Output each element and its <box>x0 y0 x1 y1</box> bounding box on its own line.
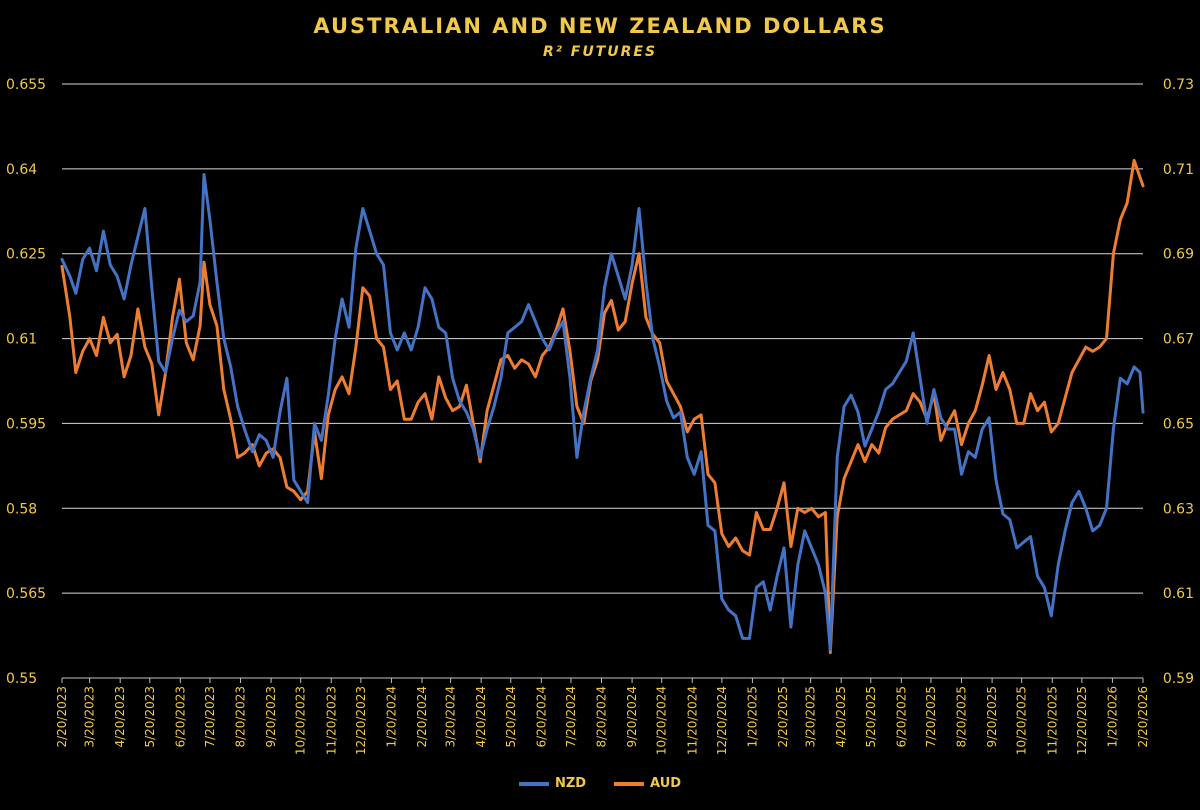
x-tick-label: 1/20/2026 <box>1105 686 1119 748</box>
series-lines <box>60 158 1145 654</box>
x-tick-label: 9/20/2025 <box>985 686 999 748</box>
x-tick-label: 4/20/2025 <box>834 686 848 748</box>
x-tick-label: 7/20/2023 <box>203 686 217 748</box>
legend-label-nzd: NZD <box>554 776 587 791</box>
left-y-tick-label: 0.565 <box>6 586 46 602</box>
right-y-tick-label: 0.61 <box>1163 586 1194 602</box>
x-tick-label: 11/20/2025 <box>1045 686 1059 755</box>
x-tick-label: 11/20/2023 <box>324 686 338 755</box>
x-tick-label: 7/20/2025 <box>924 686 938 748</box>
x-tick-label: 8/20/2025 <box>955 686 969 748</box>
x-tick-label: 1/20/2025 <box>745 686 759 748</box>
right-y-tick-label: 0.65 <box>1163 416 1194 432</box>
legend-item-nzd: NZD <box>518 776 587 791</box>
x-tick-label: 4/20/2023 <box>113 686 127 748</box>
x-tick-label: 6/20/2025 <box>894 686 908 748</box>
right-y-tick-label: 0.63 <box>1163 501 1194 517</box>
x-tick-label: 6/20/2024 <box>534 686 548 748</box>
x-tick-label: 10/20/2024 <box>655 686 669 755</box>
x-tick-label: 2/20/2025 <box>776 686 790 748</box>
series-line-aud <box>60 158 1145 654</box>
x-tick-label: 12/20/2024 <box>715 686 729 755</box>
x-tick-label: 10/20/2025 <box>1015 686 1029 755</box>
left-y-tick-label: 0.625 <box>6 247 46 263</box>
x-tick-label: 5/20/2024 <box>504 686 518 748</box>
right-y-tick-label: 0.67 <box>1163 332 1194 348</box>
x-tick-label: 9/20/2023 <box>264 686 278 748</box>
chart-title: AUSTRALIAN AND NEW ZEALAND DOLLARS <box>313 14 887 38</box>
left-y-tick-label: 0.61 <box>6 332 37 348</box>
x-tick-label: 5/20/2025 <box>864 686 878 748</box>
left-y-axis-ticks: 0.55 0.565 0.58 0.595 0.61 0.625 0.64 0.655 <box>6 77 46 687</box>
x-tick-label: 8/20/2023 <box>234 686 248 748</box>
x-tick-label: 12/20/2025 <box>1075 686 1089 755</box>
legend: NZD AUD <box>0 776 1200 791</box>
x-tick-label: 3/20/2023 <box>83 686 97 748</box>
x-tick-label: 2/20/2023 <box>55 686 69 748</box>
series-line-nzd <box>60 173 1145 652</box>
x-tick-label: 2/20/2026 <box>1136 686 1150 748</box>
left-y-tick-label: 0.64 <box>6 162 37 178</box>
legend-swatch-nzd <box>518 781 549 786</box>
left-y-tick-label: 0.55 <box>6 671 37 687</box>
x-tick-label: 12/20/2023 <box>354 686 368 755</box>
x-tick-label: 6/20/2023 <box>173 686 187 748</box>
left-y-tick-label: 0.58 <box>6 501 37 517</box>
left-y-tick-label: 0.595 <box>6 416 46 432</box>
x-tick-label: 9/20/2024 <box>625 686 639 748</box>
x-tick-label: 3/20/2025 <box>804 686 818 748</box>
right-y-tick-label: 0.71 <box>1163 162 1194 178</box>
x-tick-label: 2/20/2024 <box>415 686 429 748</box>
chart-subtitle: R² FUTURES <box>542 44 658 60</box>
x-tick-label: 11/20/2024 <box>685 686 699 755</box>
x-tick-label: 1/20/2024 <box>384 686 398 748</box>
x-tick-label: 5/20/2023 <box>143 686 157 748</box>
x-axis-ticks: 2/20/2023 3/20/2023 4/20/2023 5/20/2023 6/20… <box>55 678 1150 755</box>
legend-swatch-aud <box>614 781 645 786</box>
right-y-tick-label: 0.73 <box>1163 77 1194 93</box>
x-tick-label: 10/20/2023 <box>294 686 308 755</box>
x-tick-label: 8/20/2024 <box>595 686 609 748</box>
right-y-axis-ticks: 0.59 0.61 0.63 0.65 0.67 0.69 0.71 0.73 <box>1163 77 1194 687</box>
right-y-tick-label: 0.59 <box>1163 671 1194 687</box>
legend-label-aud: AUD <box>650 776 682 791</box>
x-tick-label: 4/20/2024 <box>474 686 488 748</box>
x-tick-label: 3/20/2024 <box>444 686 458 748</box>
x-tick-label: 7/20/2024 <box>564 686 578 748</box>
left-y-tick-label: 0.655 <box>6 77 46 93</box>
legend-item-aud: AUD <box>614 776 681 791</box>
right-y-tick-label: 0.69 <box>1163 247 1194 263</box>
